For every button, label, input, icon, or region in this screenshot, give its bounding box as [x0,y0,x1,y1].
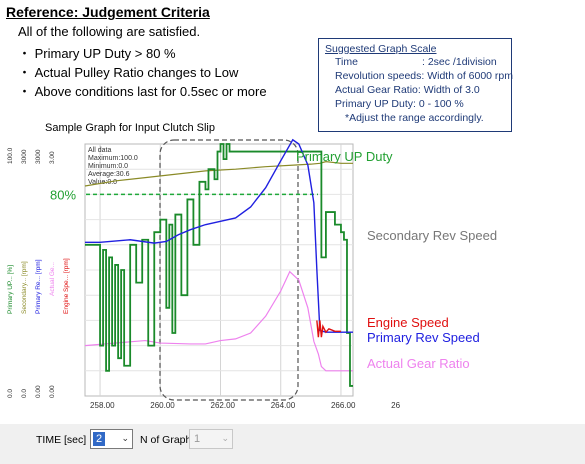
scale-gear-ratio: Actual Gear Ratio: Width of 3.0 [335,84,480,96]
sample-graph[interactable]: 100.0 3000 3000 3.00 0.0 0.0 0.00 0.00 P… [0,136,585,464]
annotation-actual-gear-ratio: Actual Gear Ratio [367,356,470,371]
axis-name-gear: Actual Ge... [49,262,56,296]
scale-time-label: Time [335,56,358,68]
annotation-primary-rev-speed: Primary Rev Speed [367,330,480,345]
series-secondary-rev-speed [84,161,353,187]
series-engine-speed [316,320,341,338]
chevron-down-icon[interactable]: ⌄ [121,433,129,443]
time-label: TIME [sec] [36,434,87,446]
axis-name-duty: Primary UP... [%] [7,265,14,314]
graph-control-bar [0,424,585,464]
axis-top-gear: 3.00 [49,151,56,164]
threshold-label: 80% [50,187,76,202]
sample-graph-caption: Sample Graph for Input Clutch Slip [45,122,215,134]
scale-duty: Primary UP Duty: 0 - 100 % [335,98,464,110]
axis-bottom-secondary: 0.0 [21,389,28,398]
annotation-engine-speed: Engine Speed [367,315,449,330]
x-tick-label: 260.00 [150,401,175,410]
axis-top-secondary: 3000 [21,149,28,164]
axis-top-primary: 3000 [35,149,42,164]
x-tick-label: 26 [391,401,400,410]
x-tick-label: 266.00 [331,401,356,410]
criterion-pulley-ratio: ・ Actual Pulley Ratio changes to Low [18,65,239,80]
criterion-duration: ・ Above conditions last for 0.5sec or mo… [18,84,267,99]
ngraph-select-value: 1 [194,433,201,445]
chevron-down-icon: ⌄ [221,433,229,443]
axis-name-engine: Engine Spe... [rpm] [63,258,70,314]
series-actual-gear-ratio [84,270,353,372]
stats-maximum: Maximum:100.0 [88,155,138,162]
x-tick-label: 258.00 [90,401,115,410]
highlight-region [159,139,299,401]
time-select[interactable]: 2 ⌄ [90,429,133,449]
series-primary-rev-speed [85,138,353,333]
stats-minimum: Minimum:0.0 [88,163,128,170]
x-tick-label: 262.00 [211,401,236,410]
stats-all-data: All data [88,147,111,154]
axis-bottom-primary: 0.00 [35,385,42,398]
scale-note: *Adjust the range accordingly. [345,112,484,124]
suggested-graph-scale-box: Suggested Graph Scale Time : 2sec /1divi… [318,38,514,132]
axis-labels: 100.0 3000 3000 3.00 0.0 0.0 0.00 0.00 P… [7,147,70,398]
ngraph-select[interactable]: 1 ⌄ [189,429,233,449]
reference-intro: All of the following are satisfied. [18,24,201,39]
reference-title: Reference: Judgement Criteria [6,4,210,20]
axis-name-secondary: Secondary... [rpm] [21,261,28,314]
x-tick-label: 264.00 [271,401,296,410]
scale-time-value: : 2sec /1division [422,56,497,68]
annotation-secondary-rev-speed: Secondary Rev Speed [367,228,497,243]
scale-box-title: Suggested Graph Scale [325,43,437,55]
axis-bottom-gear: 0.00 [49,385,56,398]
criterion-duty: ・ Primary UP Duty > 80 % [18,46,176,61]
x-tick-labels: 258.00 260.00 262.00 264.00 266.00 26 [90,401,401,410]
stats-average: Average:30.6 [88,171,130,178]
ngraph-label: N of Graph [140,434,192,446]
axis-top-duty: 100.0 [7,147,14,164]
series-primary-up-duty [85,143,353,387]
axis-bottom-duty: 0.0 [7,389,14,398]
time-select-value: 2 [93,432,105,446]
scale-rev-speed: Revolution speeds: Width of 6000 rpm [335,70,514,82]
axis-name-primary: Primary Re... [rpm] [35,259,42,314]
annotation-primary-up-duty: Primary UP Duty [296,149,393,164]
